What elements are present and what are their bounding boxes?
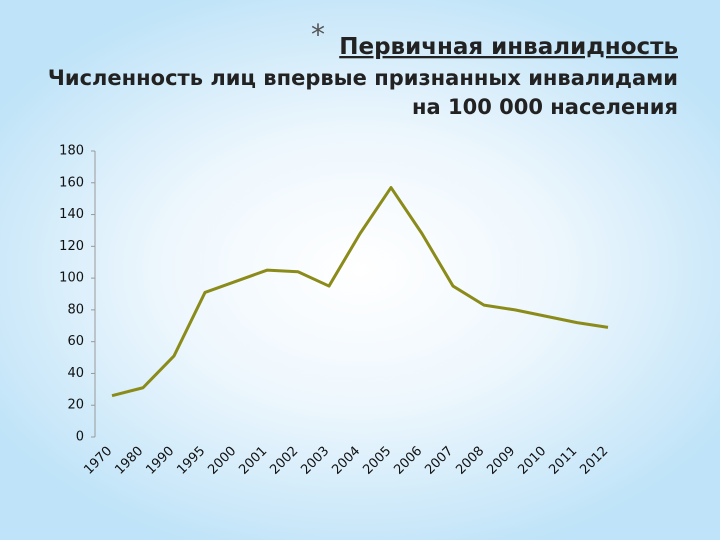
x-tick-label: 2008 <box>453 444 487 478</box>
y-tick-label: 40 <box>67 366 84 381</box>
bullet: * <box>311 18 325 51</box>
x-tick-label: 2006 <box>391 444 425 478</box>
x-tick-label: 2009 <box>484 444 518 478</box>
x-tick-label: 2005 <box>360 444 394 478</box>
x-tick-label: 2012 <box>577 444 611 478</box>
chart-subtitle: Численность лиц впервые признанных инвал… <box>48 66 678 90</box>
x-tick-label: 1980 <box>112 444 146 478</box>
x-tick-label: 2011 <box>546 444 580 478</box>
x-tick-label: 2010 <box>515 444 549 478</box>
x-tick-label: 2003 <box>298 444 332 478</box>
x-tick-label: 2001 <box>236 444 270 478</box>
x-tick-label: 1990 <box>143 444 177 478</box>
y-tick-label: 0 <box>76 430 84 445</box>
y-tick-label: 20 <box>67 398 84 413</box>
y-tick-label: 100 <box>59 271 84 286</box>
y-tick-label: 60 <box>67 334 84 349</box>
x-tick-label: 2004 <box>329 444 363 478</box>
x-tick-label: 2002 <box>267 444 301 478</box>
y-tick-label: 180 <box>59 144 84 159</box>
chart-title: Первичная инвалидность <box>339 34 678 60</box>
x-tick-label: 2007 <box>422 444 456 478</box>
chart-subtitle: на 100 000 населения <box>412 95 678 119</box>
y-tick-label: 80 <box>67 302 84 317</box>
data-line <box>111 186 609 398</box>
x-tick-label: 1970 <box>81 444 115 478</box>
y-tick-label: 120 <box>59 239 84 254</box>
x-tick-label: 1995 <box>174 444 208 478</box>
y-tick-label: 160 <box>59 175 84 190</box>
x-tick-label: 2000 <box>205 444 239 478</box>
y-tick-label: 140 <box>59 207 84 222</box>
